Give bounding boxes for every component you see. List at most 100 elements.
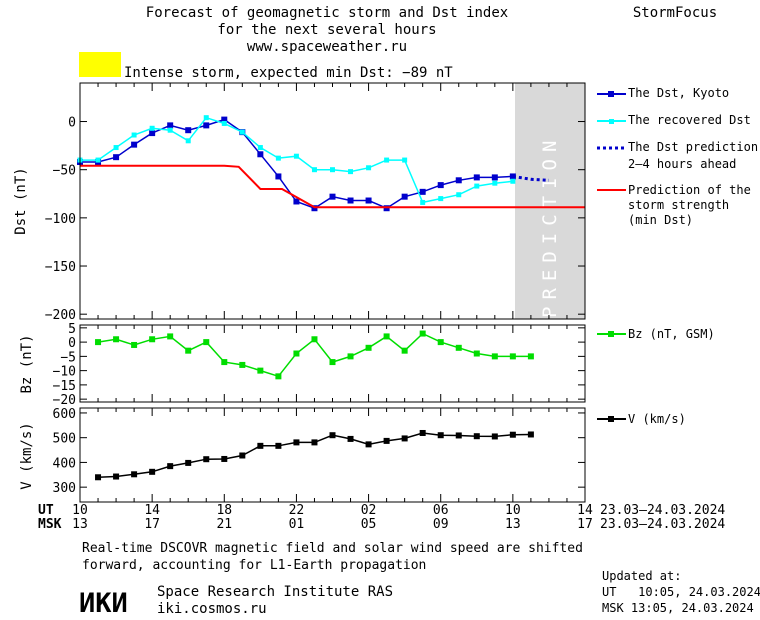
- y-tick-label: 300: [53, 481, 76, 496]
- data-point-bz: [203, 339, 210, 346]
- data-point-dst: [113, 154, 120, 161]
- msk-date-range: 23.03–24.03.2024: [600, 517, 725, 532]
- data-point-v: [365, 441, 372, 448]
- data-point-dst: [293, 153, 299, 159]
- data-point-dst: [401, 193, 408, 200]
- data-point-bz: [383, 333, 390, 340]
- data-point-dst: [113, 145, 119, 151]
- msk-tick-label: 21: [216, 517, 232, 532]
- data-point-dst: [131, 132, 137, 138]
- ut-tick-label: 02: [361, 503, 377, 518]
- data-point-bz: [311, 336, 318, 343]
- ut-date-range: 23.03–24.03.2024: [600, 503, 725, 518]
- legend-v-marker: [608, 416, 614, 422]
- data-point-dst: [257, 151, 264, 158]
- data-point-dst: [510, 178, 516, 184]
- data-point-bz: [347, 353, 354, 360]
- data-point-bz: [401, 347, 408, 354]
- msk-axis-label: MSK: [38, 517, 62, 532]
- data-point-dst: [131, 141, 138, 148]
- data-point-bz: [185, 347, 192, 354]
- data-point-dst: [365, 197, 372, 204]
- data-point-v: [203, 456, 210, 463]
- y-tick-label: 500: [53, 432, 76, 447]
- data-point-v: [239, 452, 246, 459]
- data-point-dst: [221, 116, 228, 123]
- ut-tick-label: 14: [577, 503, 593, 518]
- data-point-dst: [149, 125, 155, 131]
- chart-title-line2: for the next several hours: [217, 22, 436, 38]
- data-point-bz: [329, 359, 336, 366]
- msk-tick-label: 17: [577, 517, 593, 532]
- legend-v: V (km/s): [628, 412, 686, 426]
- data-point-dst: [420, 199, 426, 205]
- data-point-bz: [293, 350, 300, 357]
- storm-level-swatch: [79, 52, 121, 77]
- dst-frame: [79, 82, 586, 320]
- y-tick-label: 0: [68, 336, 76, 351]
- propagation-note-2: forward, accounting for L1-Earth propaga…: [82, 558, 426, 573]
- y-tick-label: 400: [53, 456, 76, 471]
- data-point-bz: [131, 341, 138, 348]
- data-point-dst: [203, 122, 210, 129]
- speed-axis-label: V (km/s): [19, 422, 35, 489]
- data-point-dst: [473, 174, 480, 181]
- data-point-dst: [492, 180, 498, 186]
- data-point-v: [113, 473, 120, 480]
- y-tick-label: 600: [53, 407, 76, 422]
- data-point-dst: [330, 167, 335, 173]
- data-point-dst: [347, 197, 354, 204]
- bz-legend: Bz (nT, GSM): [597, 327, 715, 341]
- y-tick-label: −20: [53, 393, 76, 408]
- storm-status-text: Intense storm, expected min Dst: −89 nT: [124, 65, 453, 81]
- data-point-v: [275, 442, 282, 449]
- legend-bz-marker: [608, 331, 614, 337]
- data-point-dst: [221, 120, 227, 126]
- data-point-bz: [527, 353, 534, 360]
- data-point-dst: [257, 145, 263, 151]
- iki-logo: ИКИ: [79, 588, 128, 619]
- y-tick-label: −15: [53, 379, 76, 394]
- data-point-dst: [384, 157, 390, 163]
- data-point-v: [455, 432, 462, 439]
- data-point-dst: [491, 174, 498, 181]
- ut-axis-label: UT: [38, 503, 54, 518]
- prediction-zone: [515, 83, 585, 319]
- dst-axis-label: Dst (nT): [13, 167, 29, 234]
- updated-label: Updated at:: [602, 569, 681, 583]
- ut-tick-label: 06: [433, 503, 449, 518]
- legend-bz: Bz (nT, GSM): [628, 327, 715, 341]
- data-point-dst: [185, 127, 192, 134]
- speed-legend: V (km/s): [597, 412, 686, 426]
- msk-tick-label: 17: [144, 517, 160, 532]
- legend-dst-prediction-1: The Dst prediction: [628, 140, 758, 154]
- y-tick-label: 0: [68, 116, 76, 131]
- data-point-dst: [167, 122, 174, 129]
- data-point-dst: [509, 173, 516, 180]
- data-point-bz: [491, 353, 498, 360]
- dst-panel: PREDICTION 0 −50 −100 −150 −200 Dst (nT): [13, 82, 586, 323]
- series-line-dst-0: [80, 118, 513, 210]
- data-point-dst: [329, 193, 336, 200]
- dst-legend: The Dst, Kyoto The recovered Dst The Dst…: [597, 86, 758, 227]
- speed-panel: 600 500 400 300 V (km/s): [19, 407, 586, 503]
- ut-tick-label: 22: [289, 503, 305, 518]
- data-point-dst: [474, 183, 480, 189]
- data-point-bz: [167, 333, 174, 340]
- y-tick-label: −5: [60, 350, 76, 365]
- y-tick-label: −200: [45, 308, 76, 323]
- data-point-dst: [366, 165, 372, 171]
- data-point-dst: [402, 157, 408, 163]
- data-point-v: [185, 459, 192, 466]
- data-point-bz: [257, 367, 264, 374]
- data-point-v: [311, 439, 318, 446]
- data-point-dst: [239, 129, 245, 135]
- data-point-v: [167, 463, 174, 470]
- site-url: www.spaceweather.ru: [247, 39, 407, 55]
- series-line-dst-2: [512, 174, 549, 182]
- data-point-dst: [95, 157, 101, 163]
- data-point-bz: [221, 359, 228, 366]
- institute-name: Space Research Institute RAS: [157, 584, 393, 600]
- data-point-dst: [438, 196, 444, 202]
- updated-msk: MSK 13:05, 24.03.2024: [602, 601, 754, 615]
